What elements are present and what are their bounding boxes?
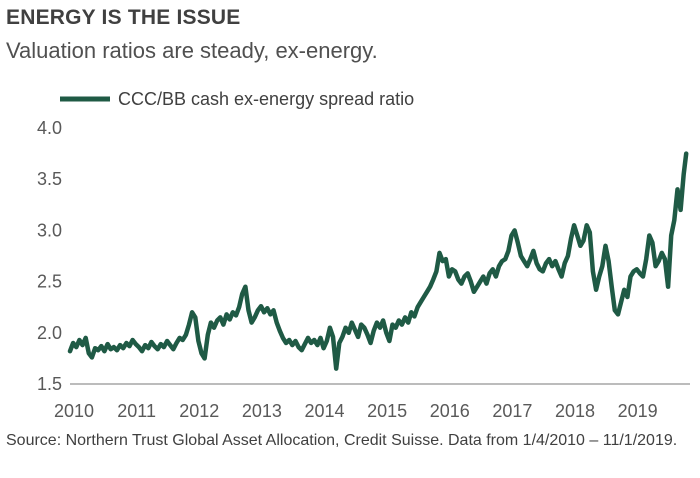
chart-title: ENERGY IS THE ISSUE — [6, 6, 241, 29]
x-tick-label: 2015 — [367, 401, 407, 421]
x-axis-ticks: 2010 2011 2012 2013 2014 2015 2016 2017 2018 2019 — [54, 401, 658, 421]
y-tick-label: 3.5 — [37, 169, 62, 189]
source-note: Source: Northern Trust Global Asset Allo… — [6, 432, 678, 449]
x-tick-label: 2018 — [555, 401, 595, 421]
series-line — [67, 151, 689, 371]
y-tick-label: 4.0 — [37, 118, 62, 138]
x-tick-label: 2014 — [304, 401, 344, 421]
chart-subtitle: Valuation ratios are steady, ex-energy. — [6, 38, 378, 63]
x-tick-label: 2010 — [54, 401, 94, 421]
x-tick-label: 2019 — [618, 401, 658, 421]
x-tick-label: 2013 — [242, 401, 282, 421]
legend: CCC/BB cash ex-energy spread ratio — [60, 89, 414, 109]
y-tick-label: 3.0 — [37, 220, 62, 240]
y-axis-ticks: 1.5 2.0 2.5 3.0 3.5 4.0 — [37, 118, 62, 394]
x-tick-label: 2011 — [117, 401, 156, 421]
x-tick-label: 2016 — [430, 401, 470, 421]
x-tick-label: 2012 — [179, 401, 219, 421]
line-chart: CCC/BB cash ex-energy spread ratio 1.5 2.… — [37, 89, 690, 421]
x-tick-label: 2017 — [492, 401, 532, 421]
y-tick-label: 2.5 — [37, 272, 62, 292]
legend-label: CCC/BB cash ex-energy spread ratio — [118, 89, 414, 109]
y-tick-label: 2.0 — [37, 323, 62, 343]
y-tick-label: 1.5 — [37, 374, 62, 394]
